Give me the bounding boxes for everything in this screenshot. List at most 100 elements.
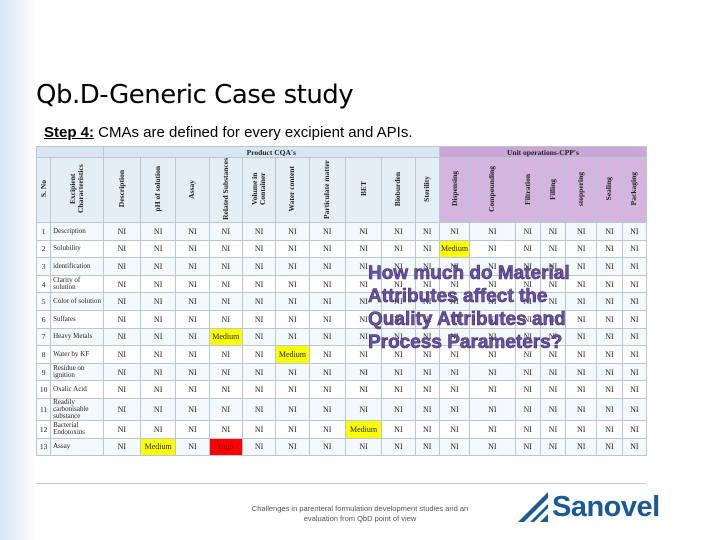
footer-divider (36, 483, 646, 484)
row-number: 7 (36, 327, 52, 347)
impact-cell: NI (438, 345, 471, 364)
characteristic-cell: Clarity of solution (50, 274, 104, 294)
table-row: 4 Clarity of solution NI NI NI NI NI NI NI NI NI NI… (36, 274, 647, 294)
impact-cell: NI (102, 274, 141, 294)
impact-cell: NI (596, 419, 623, 439)
impact-cell: NI (241, 362, 277, 382)
column-header: Assay (175, 157, 210, 223)
impact-cell: High (208, 437, 243, 457)
column-header-label: Bioburden (393, 171, 403, 207)
column-header: S. No (36, 157, 52, 223)
impact-cell: NI (438, 222, 471, 241)
impact-cell: NI (208, 309, 243, 329)
impact-cell: NI (139, 292, 177, 311)
impact-cell: NI (539, 327, 567, 347)
impact-cell: NI (438, 292, 471, 311)
column-header-label: Particulate matter (322, 159, 332, 219)
column-header: Sealing (596, 157, 623, 223)
row-number: 11 (36, 397, 52, 421)
column-header-label: Related Substances (220, 158, 230, 220)
impact-cell: NI (275, 419, 310, 439)
impact-cell: NI (596, 327, 623, 347)
impact-cell: NI (139, 309, 177, 329)
impact-cell: NI (241, 292, 277, 311)
impact-cell: NI (514, 239, 541, 259)
column-header-label: Excipient Characteristics (67, 164, 85, 214)
sanovel-logo-icon (518, 492, 548, 522)
impact-cell: NI (565, 362, 598, 382)
impact-cell: NI (621, 222, 647, 241)
column-header-label: Filling (547, 178, 557, 200)
impact-cell: NI (208, 380, 243, 399)
impact-cell: NI (438, 362, 471, 382)
column-header: Description (102, 157, 141, 223)
impact-cell: NI (275, 309, 310, 329)
impact-cell: NI (469, 327, 516, 347)
impact-cell: NI (381, 362, 416, 382)
impact-cell: NI (208, 419, 243, 439)
impact-cell: NI (414, 419, 440, 439)
characteristic-cell: Assay (50, 437, 104, 457)
impact-cell: NI (381, 345, 416, 364)
impact-cell: NI (102, 257, 141, 276)
impact-cell: NI (621, 380, 647, 399)
impact-cell: NI (102, 327, 141, 347)
impact-cell: NI (241, 274, 277, 294)
column-header-label: Dispensing (449, 171, 459, 207)
characteristic-cell: Sulfates (50, 309, 104, 329)
table-row: 5 Color of solution NI NI NI NI NI NI NI NI NI NI NI… (36, 292, 647, 311)
column-header: Sterility (414, 157, 440, 223)
impact-cell: NI (308, 239, 346, 259)
column-header: Dispensing (438, 157, 471, 223)
impact-cell: Medium (438, 239, 471, 259)
impact-cell: NI (438, 309, 471, 329)
impact-cell: NI (438, 327, 471, 347)
impact-cell: NI (414, 362, 440, 382)
column-header: Related Substances (208, 157, 243, 223)
column-header: Compounding (469, 157, 516, 223)
impact-cell: Medium (208, 327, 243, 347)
impact-cell: NI (308, 309, 346, 329)
impact-cell: NI (139, 257, 177, 276)
impact-cell: NI (414, 239, 440, 259)
impact-cell: NI (438, 380, 471, 399)
table-row: 12 Bacterial Endotoxins NI NI NI NI NI NI NI Medi… (36, 419, 647, 439)
impact-cell: NI (414, 380, 440, 399)
impact-cell: NI (308, 222, 346, 241)
row-number: 2 (36, 239, 52, 259)
impact-cell: NI (139, 239, 177, 259)
group-header-cpp: Unit operations-CPP's (438, 146, 647, 158)
impact-cell: NI (308, 362, 346, 382)
impact-cell: NI (381, 274, 416, 294)
impact-cell: NI (344, 362, 383, 382)
column-header: pH of solution (139, 157, 177, 223)
impact-cell: NI (469, 309, 516, 329)
column-header-label: BET (358, 181, 368, 197)
row-number: 10 (36, 380, 52, 399)
impact-cell: NI (621, 309, 647, 329)
impact-cell: NI (414, 309, 440, 329)
impact-cell: NI (514, 309, 541, 329)
impact-cell: NI (414, 257, 440, 276)
impact-cell: NI (621, 239, 647, 259)
impact-cell: NI (381, 257, 416, 276)
table-row: 2 Solubility NI NI NI NI NI NI NI NI NI NI Medium NI N… (36, 239, 647, 259)
column-header-label: pH of solution (153, 166, 163, 212)
impact-cell: NI (514, 292, 541, 311)
impact-cell: NI (514, 362, 541, 382)
impact-cell: NI (381, 437, 416, 457)
impact-cell: NI (381, 419, 416, 439)
table-row: 3 identification NI NI NI NI NI NI NI NI NI NI NI NI N… (36, 257, 647, 276)
step-description: Step 4: CMAs are defined for every excip… (44, 124, 413, 141)
characteristic-cell: Color of solution (50, 292, 104, 311)
impact-cell: NI (344, 222, 383, 241)
column-header-label: Sterility (422, 176, 432, 202)
impact-cell: NI (539, 437, 567, 457)
impact-cell: NI (621, 257, 647, 276)
impact-cell: NI (275, 222, 310, 241)
impact-cell: NI (514, 257, 541, 276)
impact-cell: NI (539, 419, 567, 439)
characteristic-cell: Residue on ignition (50, 362, 104, 382)
impact-cell: NI (102, 380, 141, 399)
column-header: BET (344, 157, 383, 223)
